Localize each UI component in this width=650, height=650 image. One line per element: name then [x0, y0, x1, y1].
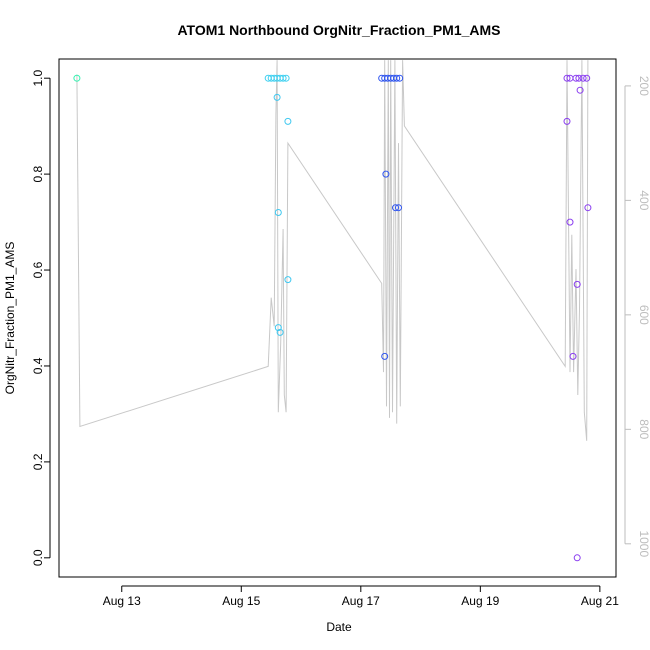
data-point-21 — [382, 170, 390, 178]
data-point-7 — [282, 74, 290, 82]
x-axis-label: Date — [326, 620, 352, 634]
x-tick-label-2: Aug 17 — [342, 594, 380, 608]
right-tick-label-1: 400 — [637, 190, 650, 210]
x-tick-label-0: Aug 13 — [103, 594, 141, 608]
data-point-10 — [274, 209, 282, 216]
data-point-0 — [73, 74, 81, 82]
data-point-13 — [276, 328, 284, 336]
data-point-33 — [566, 218, 574, 226]
data-point-6 — [279, 74, 287, 82]
data-point-12 — [274, 324, 282, 332]
y-tick-label-0: 0.0 — [31, 549, 45, 566]
data-point-27 — [572, 74, 580, 82]
x-tick-label-3: Aug 19 — [461, 594, 499, 608]
x-axis: Aug 13 Aug 15 Aug 17 Aug 19 Aug 21 — [103, 585, 619, 608]
y-axis-right: 200 400 600 800 1000 — [624, 76, 650, 557]
plot-area-frame — [58, 58, 617, 578]
data-point-34 — [584, 204, 592, 212]
line-series-layer — [76, 60, 589, 441]
right-tick-label-3: 800 — [637, 419, 650, 439]
data-point-30 — [583, 74, 591, 82]
right-tick-label-4: 1000 — [637, 530, 650, 557]
y-tick-label-5: 1.0 — [31, 70, 45, 87]
y-axis-label: OrgNitr_Fraction_PM1_AMS — [3, 242, 17, 395]
y-tick-label-1: 0.2 — [31, 453, 45, 470]
y-tick-label-4: 0.8 — [31, 165, 45, 182]
data-point-28 — [575, 74, 583, 82]
data-point-25 — [563, 74, 571, 82]
data-point-20 — [396, 74, 404, 82]
line-series — [76, 60, 589, 441]
points-layer — [73, 74, 592, 562]
y-axis: 0.0 0.2 0.4 0.6 0.8 1.0 — [31, 70, 51, 566]
y-tick-label-3: 0.6 — [31, 261, 45, 278]
data-point-24 — [381, 352, 389, 360]
x-tick-label-1: Aug 15 — [222, 594, 260, 608]
chart-title: ATOM1 Northbound OrgNitr_Fraction_PM1_AM… — [177, 22, 500, 38]
data-point-31 — [576, 86, 584, 94]
data-point-37 — [573, 554, 581, 562]
data-point-23 — [395, 204, 402, 212]
right-tick-label-0: 200 — [637, 76, 650, 96]
data-point-35 — [573, 280, 581, 288]
right-tick-label-2: 600 — [637, 305, 650, 325]
data-point-22 — [392, 204, 399, 212]
data-point-8 — [273, 93, 281, 101]
data-point-29 — [579, 74, 587, 82]
data-point-32 — [563, 117, 571, 125]
data-point-9 — [284, 117, 292, 125]
y-tick-label-2: 0.4 — [31, 357, 45, 374]
data-point-36 — [569, 352, 577, 360]
x-tick-label-4: Aug 21 — [581, 594, 619, 608]
data-point-11 — [284, 276, 292, 284]
data-point-19 — [393, 74, 401, 82]
